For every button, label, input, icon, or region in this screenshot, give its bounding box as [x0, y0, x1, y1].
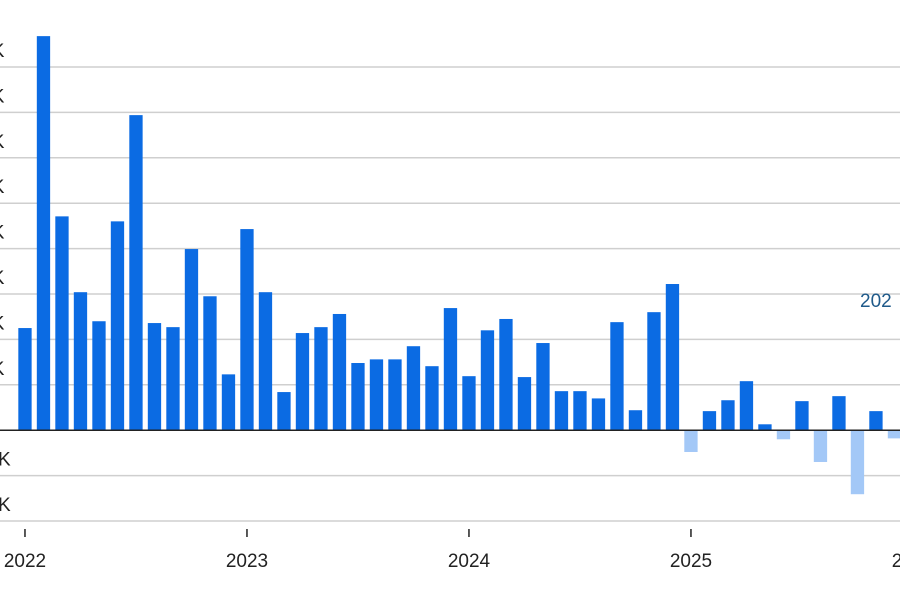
bar [203, 296, 217, 431]
x-tick-label: 2022 [4, 551, 46, 572]
bar [184, 249, 199, 431]
bar [499, 318, 513, 431]
y-tick-label: 800K [0, 41, 5, 62]
x-tick-label: 2024 [448, 551, 491, 572]
x-tick-label: 2026 [892, 551, 900, 572]
bar [739, 381, 754, 431]
bar [591, 398, 606, 431]
bar [388, 359, 402, 431]
bar [369, 359, 384, 431]
bar [721, 400, 735, 431]
y-tick-label: 200K [0, 313, 5, 334]
bar [406, 346, 421, 431]
bar [554, 391, 569, 431]
x-tick-label: 2023 [226, 551, 268, 572]
bar [832, 396, 846, 431]
bar [55, 216, 69, 431]
bar [610, 322, 624, 431]
y-tick-label: 300K [0, 268, 5, 289]
bar [517, 377, 532, 431]
bar [351, 363, 365, 431]
bar [221, 374, 236, 431]
bar [166, 327, 180, 431]
bar [425, 366, 439, 431]
bar [462, 376, 476, 431]
y-tick-label: 100K [0, 359, 5, 380]
y-tick-label: 500K [0, 177, 5, 198]
bar [758, 424, 772, 431]
bar [869, 411, 883, 431]
bar [277, 392, 291, 431]
bar [795, 401, 809, 431]
bar [628, 410, 643, 431]
bar [258, 292, 273, 431]
y-tick-label: -100K [0, 450, 11, 471]
bar [850, 430, 865, 495]
bar [480, 330, 495, 431]
bar [443, 308, 458, 431]
bar [647, 312, 661, 431]
bar [147, 323, 162, 431]
x-tick-label: 2025 [670, 551, 712, 572]
bar [776, 430, 791, 440]
y-tick-label: 400K [0, 223, 5, 244]
bar [536, 343, 550, 431]
bar [314, 327, 328, 431]
bar [73, 292, 88, 431]
bar [36, 36, 51, 431]
bar [684, 430, 698, 452]
bar [18, 328, 32, 431]
y-tick-label: 700K [0, 86, 5, 107]
bar [887, 430, 900, 439]
bar [702, 411, 717, 431]
bar [92, 321, 106, 431]
bar [665, 284, 680, 431]
y-tick-label: -200K [0, 495, 11, 516]
y-tick-label: 600K [0, 132, 5, 153]
bar [240, 229, 254, 431]
bar [295, 333, 310, 431]
bar [129, 115, 143, 431]
bar [573, 391, 587, 431]
bar [332, 313, 347, 431]
bar [813, 430, 828, 462]
bar [110, 221, 125, 431]
annotation: 202 [860, 291, 892, 312]
